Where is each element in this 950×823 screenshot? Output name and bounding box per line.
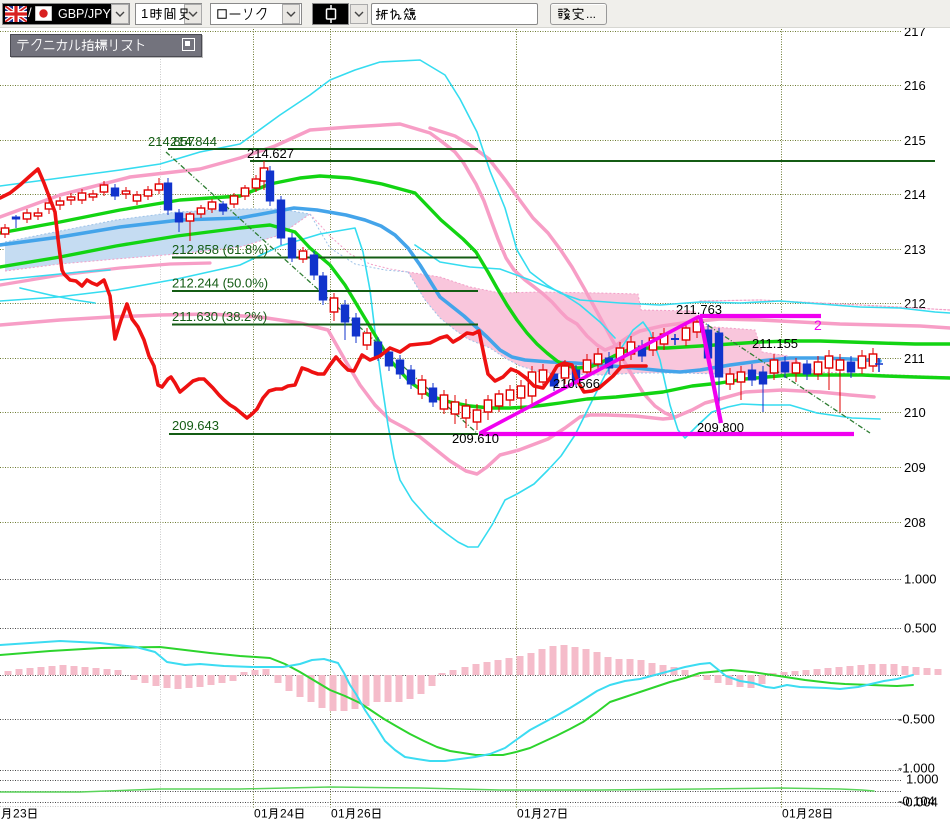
svg-text:210.566: 210.566 <box>553 376 600 391</box>
svg-text:209.643: 209.643 <box>172 418 219 433</box>
svg-text:2: 2 <box>357 807 364 821</box>
svg-text:-1.000: -1.000 <box>898 761 935 776</box>
svg-text:1.000: 1.000 <box>904 572 937 587</box>
svg-text:-0.500: -0.500 <box>898 712 935 727</box>
svg-text:0: 0 <box>782 807 789 821</box>
svg-text:7: 7 <box>550 807 557 821</box>
svg-text:2: 2 <box>814 317 822 333</box>
svg-text:1: 1 <box>338 807 345 821</box>
svg-text:1: 1 <box>261 807 268 821</box>
svg-text:2: 2 <box>13 807 20 821</box>
svg-text:-0.004: -0.004 <box>901 795 938 810</box>
svg-text:214.844: 214.844 <box>170 134 217 149</box>
svg-text:214.627: 214.627 <box>247 146 294 161</box>
svg-text:209: 209 <box>904 460 926 475</box>
svg-text:211: 211 <box>904 351 925 366</box>
svg-text:0: 0 <box>254 807 261 821</box>
svg-text:211.630 (38.2%): 211.630 (38.2%) <box>172 309 267 324</box>
svg-text:212.244 (50.0%): 212.244 (50.0%) <box>172 276 268 291</box>
svg-text:214.857: 214.857 <box>148 134 195 149</box>
svg-text:3: 3 <box>20 807 27 821</box>
svg-text:1: 1 <box>789 807 796 821</box>
svg-text:2: 2 <box>543 807 550 821</box>
svg-text:212.858 (61.8%): 212.858 (61.8%) <box>172 242 268 257</box>
svg-text:...: ... <box>586 7 596 21</box>
svg-text:-0.104: -0.104 <box>898 794 935 809</box>
svg-text:215: 215 <box>904 133 926 148</box>
svg-text:0.500: 0.500 <box>904 621 937 636</box>
svg-text:1.000: 1.000 <box>906 772 939 787</box>
svg-text:210: 210 <box>904 405 926 420</box>
svg-text:4: 4 <box>287 807 294 821</box>
svg-text:2: 2 <box>280 807 287 821</box>
svg-text:216: 216 <box>904 78 926 93</box>
svg-text:211.155: 211.155 <box>752 336 798 351</box>
svg-text:213: 213 <box>904 242 926 257</box>
svg-text:0: 0 <box>331 807 338 821</box>
svg-text:1: 1 <box>524 807 531 821</box>
svg-text:2: 2 <box>808 807 815 821</box>
svg-text:211.763: 211.763 <box>676 302 722 317</box>
svg-text:1: 1 <box>141 6 148 21</box>
svg-text:214: 214 <box>904 187 926 202</box>
svg-text:208: 208 <box>904 515 926 530</box>
svg-text:0: 0 <box>517 807 524 821</box>
svg-text:8: 8 <box>815 807 822 821</box>
svg-text:209.610: 209.610 <box>452 431 499 446</box>
svg-text:6: 6 <box>364 807 371 821</box>
svg-text:209.800: 209.800 <box>697 420 744 435</box>
